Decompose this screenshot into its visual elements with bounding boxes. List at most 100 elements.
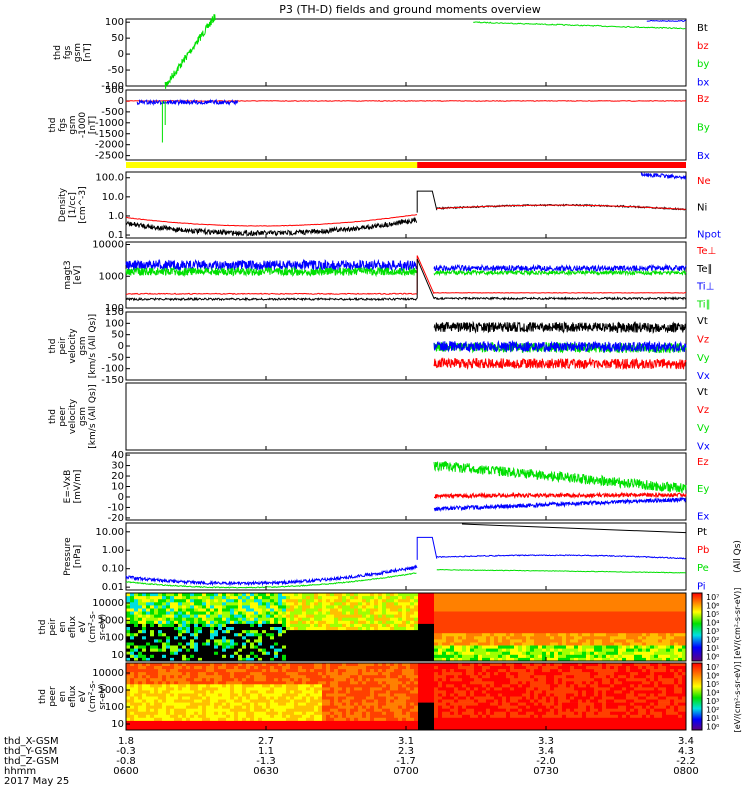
heatmap-cell <box>198 727 203 731</box>
heatmap-cell <box>154 648 159 653</box>
heatmap-cell <box>414 717 419 722</box>
heatmap-cell <box>294 608 299 612</box>
heatmap-cell <box>182 639 187 643</box>
heatmap-cell <box>218 633 223 637</box>
heatmap-cell <box>554 630 559 634</box>
heatmap-cell <box>294 642 299 646</box>
heatmap-cell <box>362 633 367 637</box>
heatmap-cell <box>230 714 235 719</box>
heatmap-cell <box>354 687 359 691</box>
heatmap-cell <box>222 651 227 656</box>
heatmap-cell <box>142 648 147 653</box>
heatmap-cell <box>378 687 383 691</box>
heatmap-cell <box>238 608 243 612</box>
heatmap-cell <box>370 714 375 719</box>
heatmap-cell <box>234 593 239 597</box>
heatmap-cell <box>238 633 243 637</box>
heatmap-cell <box>446 602 451 606</box>
heatmap-cell <box>210 711 215 716</box>
heatmap-cell <box>286 602 291 606</box>
heatmap-cell <box>366 684 371 688</box>
heatmap-cell <box>426 684 431 688</box>
heatmap-cell <box>682 648 687 653</box>
heatmap-cell <box>486 608 491 612</box>
heatmap-cell <box>178 711 183 716</box>
heatmap-cell <box>674 651 679 656</box>
heatmap-cell <box>294 630 299 634</box>
heatmap-cell <box>230 636 235 640</box>
heatmap-cell <box>166 602 171 606</box>
heatmap-cell <box>582 593 587 597</box>
heatmap-cell <box>250 727 255 731</box>
heatmap-cell <box>534 639 539 643</box>
heatmap-cell <box>618 620 623 625</box>
heatmap-cell <box>214 684 219 688</box>
heatmap-cell <box>538 639 543 643</box>
heatmap-cell <box>262 627 267 631</box>
heatmap-cell <box>410 669 415 673</box>
heatmap-cell <box>626 593 631 597</box>
heatmap-cell <box>326 639 331 643</box>
heatmap-cell <box>290 720 295 725</box>
heatmap-cell <box>306 681 311 685</box>
heatmap-cell <box>650 593 655 597</box>
heatmap-cell <box>586 627 591 631</box>
heatmap-cell <box>258 696 263 700</box>
series-ni-line <box>125 216 417 237</box>
heatmap-cell <box>410 717 415 722</box>
heatmap-cell <box>258 708 263 713</box>
heatmap-cell <box>278 636 283 640</box>
heatmap-cell <box>454 657 459 662</box>
heatmap-cell <box>162 720 167 725</box>
heatmap-cell <box>182 663 187 667</box>
heatmap-cell <box>230 672 235 676</box>
heatmap-cell <box>130 711 135 716</box>
heatmap-cell <box>366 702 371 706</box>
heatmap-cell <box>214 711 219 716</box>
y-tick-label: -2000 <box>95 140 124 151</box>
heatmap-cell <box>350 666 355 670</box>
heatmap-cell <box>138 654 143 659</box>
heatmap-cell <box>182 648 187 653</box>
heatmap-cell <box>474 633 479 637</box>
heatmap-cell <box>126 714 131 719</box>
heatmap-cell <box>626 608 631 612</box>
heatmap-cell <box>526 623 531 628</box>
heatmap-cell <box>318 611 323 615</box>
heatmap-cell <box>486 617 491 622</box>
heatmap-cell <box>422 611 427 615</box>
heatmap-cell <box>422 605 427 609</box>
heatmap-cell <box>418 627 423 631</box>
heatmap-cell <box>434 620 439 625</box>
heatmap-cell <box>342 645 347 649</box>
heatmap-cell <box>498 611 503 615</box>
heatmap-cell <box>622 599 627 603</box>
heatmap-cell <box>658 611 663 615</box>
heatmap-cell <box>282 672 287 676</box>
heatmap-cell <box>526 654 531 659</box>
heatmap-cell <box>394 605 399 609</box>
heatmap-cell <box>550 605 555 609</box>
heatmap-cell <box>222 623 227 628</box>
heatmap-cell <box>674 648 679 653</box>
heatmap-cell <box>226 636 231 640</box>
heatmap-cell <box>214 651 219 656</box>
heatmap-cell <box>258 617 263 622</box>
heatmap-cell <box>378 654 383 659</box>
heatmap-cell <box>250 645 255 649</box>
plot-frame <box>125 522 687 591</box>
heatmap-cell <box>310 675 315 679</box>
heatmap-cell <box>498 642 503 646</box>
heatmap-cell <box>554 654 559 659</box>
heatmap-cell <box>658 627 663 631</box>
heatmap-cell <box>510 608 515 612</box>
heatmap-cell <box>246 654 251 659</box>
heatmap-cell <box>214 723 219 728</box>
heatmap-cell <box>450 608 455 612</box>
heatmap-cell <box>410 623 415 628</box>
heatmap-cell <box>262 645 267 649</box>
heatmap-cell <box>370 690 375 694</box>
heatmap-cell <box>242 681 247 685</box>
heatmap-cell <box>634 623 639 628</box>
heatmap-cell <box>394 645 399 649</box>
